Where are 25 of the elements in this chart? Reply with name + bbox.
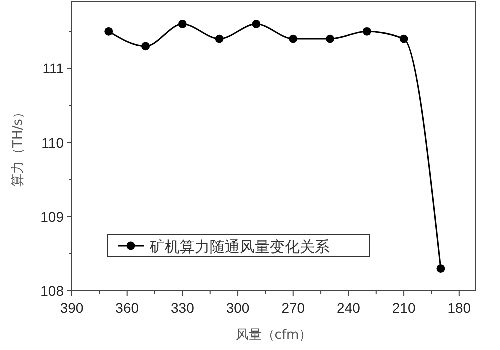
x-tick-label: 360 bbox=[116, 300, 140, 316]
x-tick-label: 180 bbox=[448, 300, 472, 316]
x-tick-label: 270 bbox=[282, 300, 306, 316]
x-tick-label: 390 bbox=[60, 300, 84, 316]
y-tick-label: 111 bbox=[42, 60, 64, 77]
x-tick-label: 210 bbox=[392, 300, 416, 316]
point bbox=[289, 34, 298, 44]
point bbox=[252, 20, 261, 28]
point bbox=[104, 27, 114, 36]
point bbox=[215, 34, 224, 44]
x-axis-title: 风量（cfm） bbox=[236, 328, 312, 343]
x-tick-label: 300 bbox=[226, 300, 250, 316]
legend-label: 矿机算力随通风量变化关系 bbox=[149, 238, 330, 256]
y-axis-title: 算力（TH/s） bbox=[11, 106, 26, 187]
point bbox=[400, 34, 408, 44]
point bbox=[178, 20, 187, 28]
x-tick-label: 330 bbox=[171, 300, 195, 316]
x-tick-label: 240 bbox=[337, 300, 361, 316]
point bbox=[362, 27, 372, 36]
point bbox=[436, 264, 446, 273]
y-tick-label: 110 bbox=[42, 134, 64, 151]
point bbox=[142, 42, 150, 51]
y-tick-label: 108 bbox=[40, 283, 64, 299]
point bbox=[326, 34, 334, 44]
y-tick-label: 109 bbox=[40, 208, 64, 225]
